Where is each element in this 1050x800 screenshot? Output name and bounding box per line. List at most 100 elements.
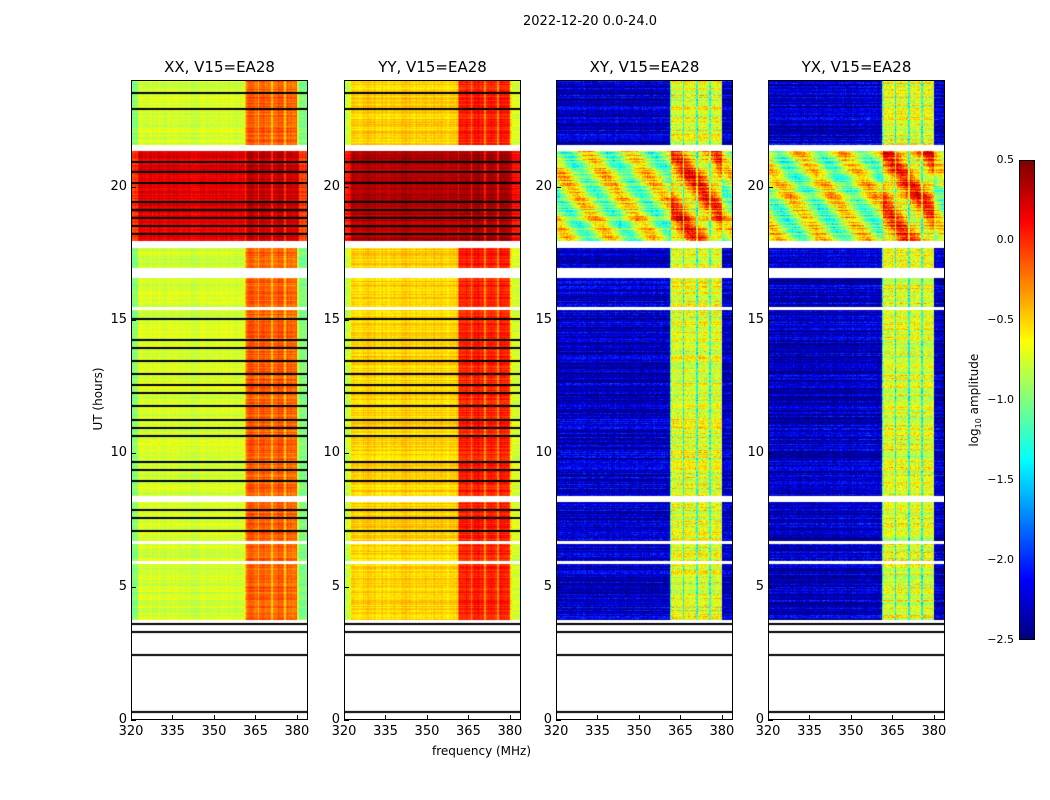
y-axis-label: UT (hours) [91,367,105,431]
panel-title: XY, V15=EA28 [589,58,700,76]
y-tick-mark [344,720,349,721]
x-tick-mark [809,715,811,720]
y-tick-mark [344,320,349,321]
x-tick-label: 380 [921,724,947,739]
y-tick-mark [131,186,136,188]
x-tick-mark [344,715,345,720]
x-tick-label: 335 [373,724,398,739]
y-tick-label: 0 [543,712,552,727]
x-tick-mark [172,715,174,720]
y-tick-mark [556,720,561,721]
x-axis-label: frequency (MHz) [432,744,532,758]
x-tick-mark [385,715,387,720]
x-tick-label: 365 [880,724,905,739]
x-tick-label: 350 [626,724,652,739]
x-tick-mark [850,715,852,720]
y-tick-mark [344,186,349,188]
x-tick-mark [933,715,935,720]
x-tick-label: 365 [456,724,481,739]
panel-title: YY, V15=EA28 [378,58,487,76]
waterfall-panel-1 [131,80,308,720]
waterfall-panel-4 [768,80,945,720]
x-tick-label: 320 [755,724,781,739]
y-tick-label: 0 [118,712,127,727]
x-tick-mark [892,715,894,720]
waterfall-image [132,81,307,719]
y-tick-mark [768,720,773,721]
colorbar-label-log: log [966,428,981,447]
y-tick-label: 10 [535,445,552,461]
y-tick-mark [556,453,561,455]
colorbar-label-suffix: amplitude [966,353,981,419]
x-tick-label: 380 [284,724,310,739]
x-tick-mark [213,715,215,720]
x-tick-label: 380 [709,724,735,739]
waterfall-panel-2 [344,80,521,720]
y-tick-label: 5 [118,578,127,594]
x-tick-label: 365 [668,724,693,739]
x-tick-mark [509,715,511,720]
colorbar-tick-label: 0.5 [996,153,1015,166]
y-tick-label: 10 [110,445,127,461]
colorbar-gradient [1020,161,1034,639]
y-tick-label: 10 [747,445,764,461]
y-tick-label: 0 [331,712,340,727]
x-tick-mark [721,715,723,720]
y-tick-mark [556,186,561,188]
x-tick-label: 335 [160,724,185,739]
y-tick-label: 5 [331,578,340,594]
y-tick-mark [768,186,773,188]
x-tick-label: 320 [331,724,357,739]
y-tick-label: 15 [323,312,340,327]
x-tick-label: 335 [585,724,610,739]
x-tick-label: 380 [497,724,523,739]
y-tick-mark [131,586,136,588]
x-tick-mark [255,715,257,720]
y-tick-mark [344,586,349,588]
colorbar-tick-label: −2.5 [987,633,1014,646]
y-tick-mark [768,586,773,588]
colorbar-tick-label: −0.5 [987,313,1014,326]
colorbar-label-sub: 10 [974,418,984,429]
colorbar-tick-label: −2.0 [987,553,1014,566]
y-tick-label: 15 [747,312,764,327]
waterfall-image [769,81,944,719]
y-tick-mark [556,320,561,321]
x-tick-label: 335 [797,724,822,739]
panel-title: YX, V15=EA28 [801,58,912,76]
figure-title: 2022-12-20 0.0-24.0 [523,14,657,29]
y-tick-mark [556,586,561,588]
panel-title: XX, V15=EA28 [164,58,275,76]
waterfall-image [557,81,732,719]
y-tick-mark [131,453,136,455]
y-tick-label: 5 [543,578,552,594]
y-tick-label: 20 [535,178,552,194]
colorbar-tick-label: −1.5 [987,473,1014,486]
x-tick-mark [768,715,769,720]
y-tick-label: 15 [535,312,552,327]
x-tick-label: 350 [838,724,864,739]
y-tick-label: 10 [323,445,340,461]
x-tick-mark [556,715,557,720]
y-tick-mark [344,453,349,455]
x-tick-mark [296,715,298,720]
x-tick-mark [638,715,640,720]
x-tick-label: 350 [414,724,440,739]
colorbar [1019,160,1035,640]
y-tick-mark [131,720,136,721]
y-tick-label: 0 [755,712,764,727]
x-tick-label: 350 [201,724,227,739]
x-tick-mark [680,715,682,720]
y-tick-mark [131,320,136,321]
y-tick-label: 20 [323,178,340,194]
y-tick-mark [768,320,773,321]
x-tick-mark [597,715,599,720]
y-tick-label: 20 [110,178,127,194]
y-tick-label: 20 [747,178,764,194]
y-tick-label: 5 [755,578,764,594]
x-tick-mark [468,715,470,720]
y-tick-label: 15 [110,312,127,327]
x-tick-mark [131,715,132,720]
colorbar-tick-label: 0.0 [996,233,1015,246]
